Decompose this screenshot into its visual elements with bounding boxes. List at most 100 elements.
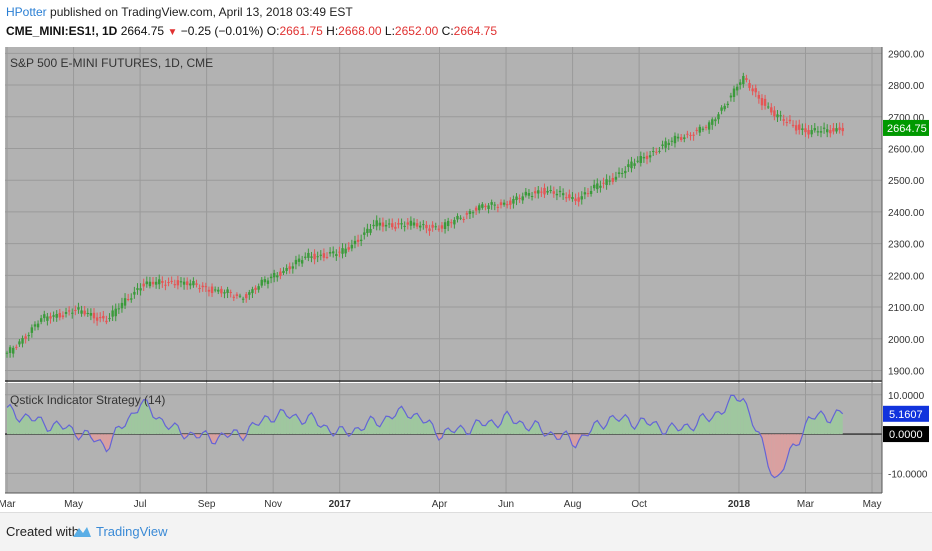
candle-body: [503, 203, 505, 205]
candle-body: [6, 353, 8, 354]
candle-body: [310, 256, 312, 257]
candle-body: [643, 157, 645, 158]
candle-body: [717, 114, 719, 119]
candle-body: [133, 292, 135, 295]
price-tick-label: 2800.00: [888, 81, 925, 92]
candle-body: [692, 135, 694, 136]
candle-body: [83, 311, 85, 315]
time-tick-label: Aug: [564, 499, 582, 510]
candle-body: [500, 202, 502, 205]
candle-body: [59, 313, 61, 318]
candle-body: [490, 202, 492, 205]
author-link[interactable]: HPotter: [6, 5, 47, 19]
candle-body: [733, 89, 735, 97]
candle-body: [714, 119, 716, 121]
candle-body: [292, 266, 294, 268]
candle-body: [9, 347, 11, 353]
candle-body: [549, 190, 551, 191]
time-tick-label: Mar: [0, 499, 16, 510]
candle-body: [93, 313, 95, 318]
candle-body: [108, 318, 110, 319]
candle-body: [90, 313, 92, 316]
candle-body: [425, 225, 427, 228]
candle-body: [838, 127, 840, 130]
osc-area-segment: [740, 399, 743, 434]
candle-body: [149, 282, 151, 286]
candle-body: [180, 281, 182, 282]
candle-body: [686, 134, 688, 135]
price-tick-label: 2600.00: [888, 144, 925, 155]
candle-body: [481, 204, 483, 208]
candle-body: [730, 96, 732, 98]
candle-body: [233, 297, 235, 298]
candle-body: [130, 298, 132, 299]
symbol-label: CME_MINI:ES1!, 1D: [6, 24, 117, 38]
osc-area-segment: [840, 411, 843, 434]
price-tick-label: 2900.00: [888, 49, 925, 60]
candle-body: [170, 281, 172, 282]
candle-body: [360, 240, 362, 241]
candle-body: [217, 290, 219, 292]
tradingview-logo-icon[interactable]: [72, 525, 92, 544]
candle-body: [677, 137, 679, 139]
chart-canvas[interactable]: 1900.002000.002100.002200.002300.002400.…: [0, 42, 932, 512]
candle-body: [136, 288, 138, 290]
candle-body: [723, 106, 725, 109]
osc-area-segment: [370, 416, 373, 434]
osc-area-segment: [482, 425, 485, 434]
candle-body: [236, 294, 238, 296]
candle-body: [472, 212, 474, 213]
osc-area-segment: [771, 434, 774, 478]
tradingview-brand-link[interactable]: TradingView: [96, 524, 168, 539]
osc-area-segment: [653, 422, 656, 434]
time-tick-label: Oct: [631, 499, 647, 510]
candle-body: [696, 130, 698, 131]
publish-info: HPotter published on TradingView.com, Ap…: [6, 5, 353, 19]
candle-body: [804, 128, 806, 132]
osc-area-segment: [256, 424, 259, 434]
candle-body: [21, 338, 23, 344]
candle-body: [783, 119, 785, 121]
low-label: L:: [385, 24, 395, 38]
candle-body: [612, 178, 614, 182]
candle-body: [31, 327, 33, 333]
candle-body: [438, 229, 440, 230]
candle-body: [15, 347, 17, 348]
candle-body: [152, 282, 154, 284]
candle-body: [581, 196, 583, 199]
candle-body: [87, 313, 89, 314]
candle-body: [441, 225, 443, 228]
created-with-text: Created with: [6, 524, 79, 539]
osc-area-segment: [398, 406, 401, 434]
candle-body: [506, 204, 508, 205]
candle-body: [155, 282, 157, 285]
candle-body: [71, 313, 73, 314]
candle-body: [528, 193, 530, 196]
candle-body: [289, 266, 291, 269]
candle-body: [99, 317, 101, 318]
candle-body: [77, 307, 79, 309]
candle-body: [478, 205, 480, 210]
candle-body: [602, 183, 604, 184]
candle-body: [739, 82, 741, 85]
candle-body: [208, 290, 210, 292]
candle-body: [413, 222, 415, 225]
candle-body: [323, 253, 325, 258]
candle-body: [450, 222, 452, 223]
footer-bar: Created with TradingView: [0, 512, 932, 551]
candle-body: [385, 225, 387, 227]
candle-body: [636, 161, 638, 162]
candle-body: [459, 218, 461, 219]
candle-body: [403, 226, 405, 227]
time-tick-label: Jun: [498, 499, 514, 510]
candle-body: [226, 289, 228, 293]
candle-body: [245, 294, 247, 298]
candle-body: [487, 205, 489, 209]
candle-body: [537, 190, 539, 193]
close-label: C:: [442, 24, 454, 38]
candle-body: [497, 207, 499, 208]
zero-badge: 0.0000: [883, 426, 929, 442]
candle-body: [574, 199, 576, 201]
candle-body: [456, 216, 458, 219]
candle-body: [307, 253, 309, 258]
